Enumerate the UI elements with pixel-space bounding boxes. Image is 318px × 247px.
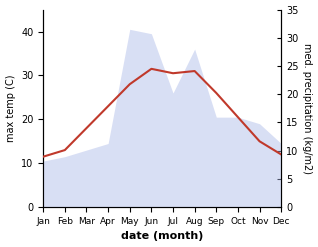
Y-axis label: med. precipitation (kg/m2): med. precipitation (kg/m2) (302, 43, 313, 174)
Y-axis label: max temp (C): max temp (C) (5, 75, 16, 142)
X-axis label: date (month): date (month) (121, 231, 204, 242)
